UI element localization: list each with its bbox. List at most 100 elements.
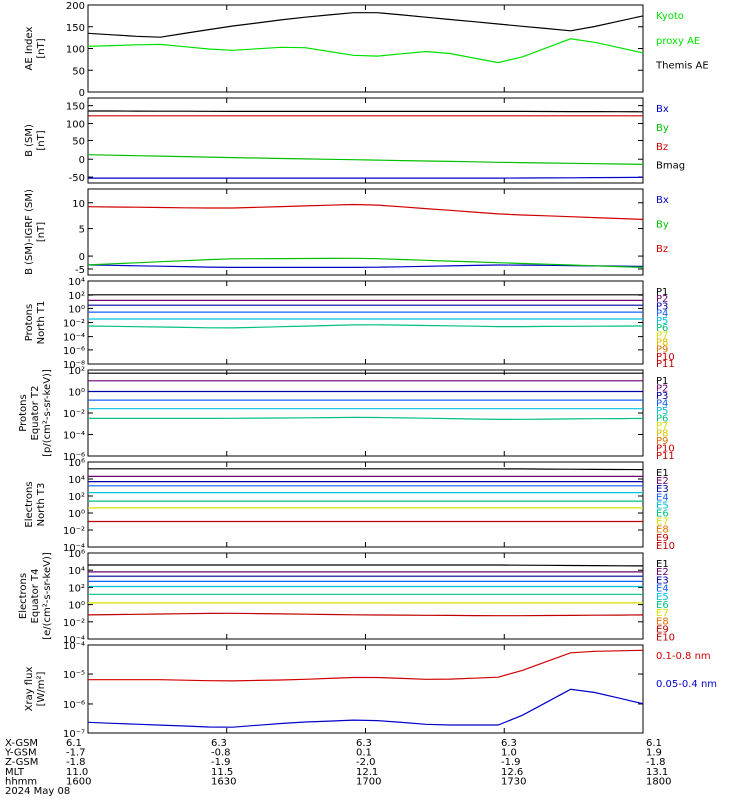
y-tick-label: 10⁻⁶ bbox=[63, 700, 85, 711]
legend-entry: P11 bbox=[656, 451, 675, 462]
panel-5 bbox=[87, 369, 644, 457]
footer-row-label: 2024 May 08 bbox=[5, 786, 70, 797]
legend-entry: 0.1-0.8 nm bbox=[656, 651, 711, 662]
legend-entry: E10 bbox=[656, 541, 675, 552]
footer-cell: 0.1 bbox=[356, 748, 372, 759]
y-tick-label: 0 bbox=[79, 88, 85, 99]
series-line-p6 bbox=[88, 416, 644, 421]
y-axis-label: B (SM)-IGRF (SM) bbox=[24, 189, 35, 275]
footer-cell: -1.9 bbox=[501, 757, 521, 768]
legend-entry: P1 bbox=[656, 376, 668, 387]
y-tick-label: 10² bbox=[68, 583, 85, 594]
series-line-e8 bbox=[87, 612, 644, 617]
y-tick-label: 10² bbox=[68, 291, 85, 302]
legend-entry: Bx bbox=[656, 195, 669, 206]
y-tick-label: 10⁻⁴ bbox=[63, 431, 85, 442]
footer-cell: 1600 bbox=[66, 776, 91, 787]
footer-cell: -2.0 bbox=[356, 757, 376, 768]
footer-row-label: Y-GSM bbox=[4, 748, 37, 759]
legend-entry: P7 bbox=[656, 330, 668, 341]
y-tick-label: 10⁰ bbox=[68, 388, 85, 399]
legend-entry: E10 bbox=[656, 633, 675, 644]
legend-entry: P9 bbox=[656, 436, 668, 447]
footer-cell: 6.3 bbox=[211, 738, 227, 749]
series-line-p6 bbox=[87, 324, 644, 329]
y-tick-label: 10⁻² bbox=[63, 409, 85, 420]
legend-entry: P8 bbox=[656, 338, 668, 349]
series-line-by bbox=[87, 257, 644, 268]
legend-entry: P2 bbox=[656, 383, 668, 394]
panel-4 bbox=[87, 280, 644, 365]
legend-entry: P4 bbox=[656, 398, 668, 409]
legend-entry: P11 bbox=[656, 359, 675, 370]
legend-entry: E6 bbox=[656, 508, 669, 519]
legend-entry: E4 bbox=[656, 492, 669, 503]
panel-1 bbox=[87, 4, 644, 93]
footer-row-label: Z-GSM bbox=[5, 757, 38, 768]
legend-entry: P6 bbox=[656, 323, 668, 334]
legend-entry: E6 bbox=[656, 600, 669, 611]
legend-entry: E2 bbox=[656, 476, 669, 487]
y-axis-label: Xray flux bbox=[24, 667, 35, 712]
y-axis-label: Protons bbox=[18, 394, 29, 431]
footer-cell: 12.1 bbox=[356, 767, 378, 778]
legend-entry: P7 bbox=[656, 421, 668, 432]
y-axis-label: [p/(cm²-s-sr-keV)] bbox=[42, 369, 53, 457]
y-axis-label: [e/(cm²-s-sr-keV)] bbox=[42, 552, 53, 640]
legend-entry: E5 bbox=[656, 592, 669, 603]
y-tick-label: 10⁶ bbox=[68, 458, 85, 469]
series-line-bmag bbox=[88, 110, 644, 113]
y-tick-label: 150 bbox=[66, 23, 85, 34]
legend-entry: E5 bbox=[656, 500, 669, 511]
footer-cell: -1.9 bbox=[211, 757, 231, 768]
y-tick-label: 50 bbox=[72, 137, 85, 148]
legend-entry: Bz bbox=[656, 244, 668, 255]
panel-3 bbox=[87, 188, 644, 276]
footer-cell: 1.9 bbox=[646, 748, 662, 759]
y-tick-label: 200 bbox=[66, 1, 85, 12]
footer-cell: 1800 bbox=[646, 776, 671, 787]
y-axis-label: [nT] bbox=[36, 222, 47, 242]
y-tick-label: 0 bbox=[79, 155, 85, 166]
legend-entry: E2 bbox=[656, 567, 669, 578]
legend-entry: P1 bbox=[656, 287, 668, 298]
series-line-0-05-0-4-nm bbox=[87, 688, 644, 728]
panel-8 bbox=[87, 644, 644, 734]
y-tick-label: 10⁻⁶ bbox=[63, 452, 85, 463]
y-tick-label: 10⁻⁴ bbox=[63, 333, 85, 344]
legend-entry: E4 bbox=[656, 584, 669, 595]
y-tick-label: 10⁻⁴ bbox=[63, 635, 85, 646]
footer-cell: 6.1 bbox=[646, 738, 662, 749]
footer-cell: 11.5 bbox=[211, 767, 233, 778]
y-tick-label: 10² bbox=[68, 492, 85, 503]
legend-entry: E7 bbox=[656, 517, 669, 528]
y-axis-label: Protons bbox=[24, 304, 35, 341]
footer-cell: -1.8 bbox=[66, 757, 86, 768]
y-axis-label: Equator T2 bbox=[30, 386, 41, 441]
y-tick-label: 10⁴ bbox=[68, 277, 85, 288]
legend-entry: P2 bbox=[656, 294, 668, 305]
footer-row-label: MLT bbox=[5, 767, 25, 778]
legend-entry: E7 bbox=[656, 608, 669, 619]
y-axis-label: B (SM) bbox=[24, 124, 35, 157]
series-line-bx bbox=[87, 264, 644, 268]
panel-frame bbox=[87, 4, 644, 93]
y-axis-label: Equator T4 bbox=[30, 569, 41, 624]
panel-6 bbox=[87, 461, 644, 548]
y-tick-label: 150 bbox=[66, 102, 85, 113]
legend-entry: E8 bbox=[656, 525, 669, 536]
y-tick-label: 10⁻⁷ bbox=[63, 729, 85, 740]
legend-entry: P4 bbox=[656, 309, 668, 320]
legend-entry: P6 bbox=[656, 413, 668, 424]
footer-row-label: hhmm bbox=[5, 776, 37, 787]
footer-cell: -1.8 bbox=[646, 757, 666, 768]
series-line-kyoto-proxy-ae bbox=[87, 38, 644, 64]
series-line-by bbox=[87, 154, 644, 165]
y-axis-label: North T3 bbox=[36, 483, 47, 527]
y-tick-label: 10 bbox=[72, 199, 85, 210]
y-tick-label: 10⁶ bbox=[68, 549, 85, 560]
legend-entry: P10 bbox=[656, 352, 675, 363]
series-line-0-1-0-8-nm bbox=[88, 649, 644, 682]
series-line-bx bbox=[88, 176, 644, 179]
